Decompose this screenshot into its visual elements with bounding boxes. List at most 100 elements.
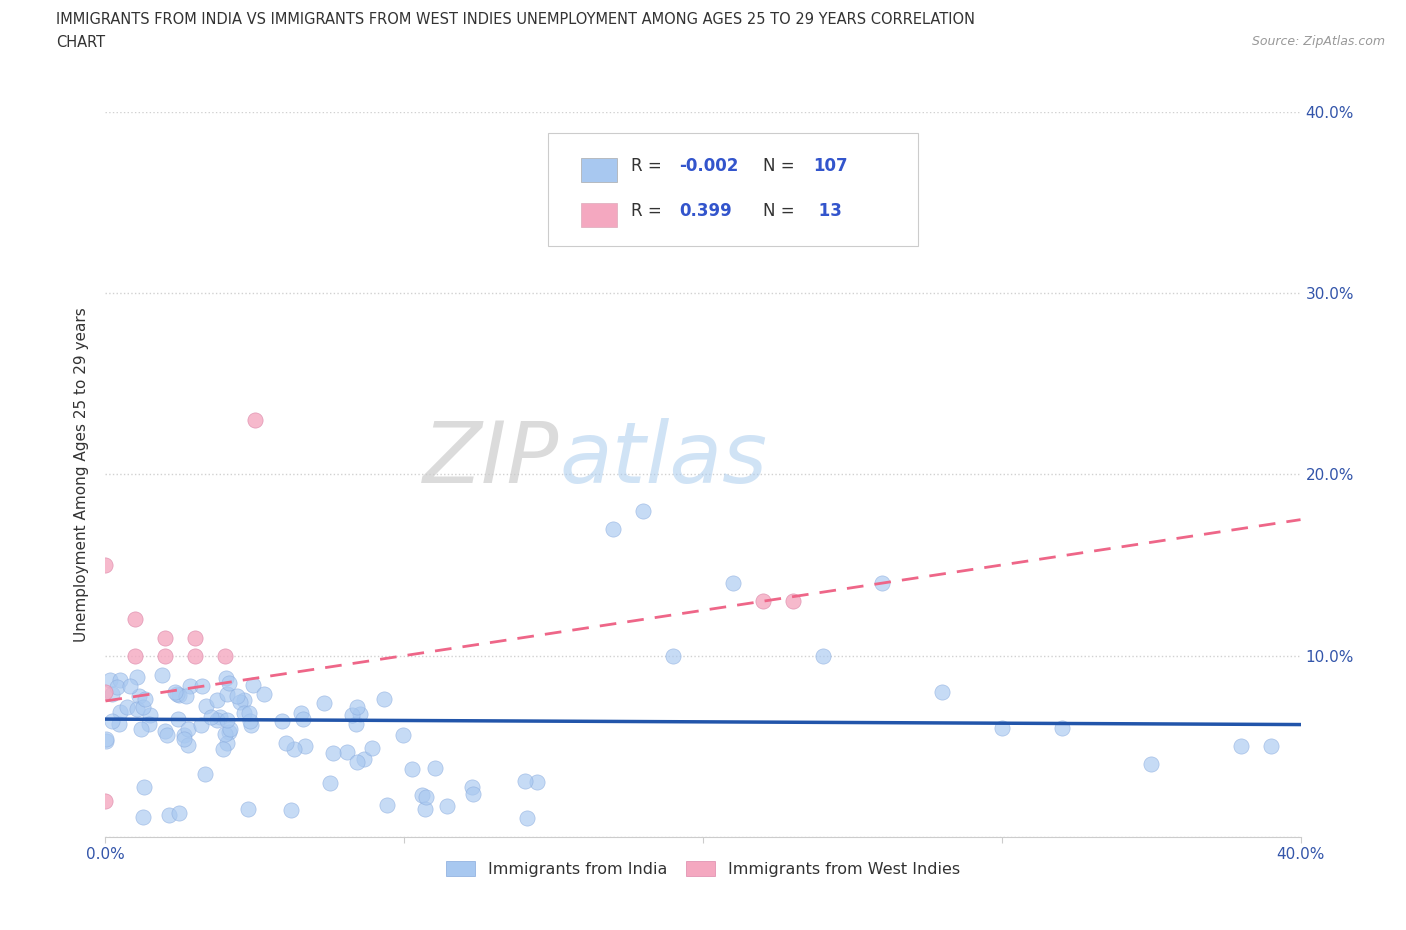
Point [662, 648, 685, 663]
Point [127, 701, 149, 716]
Point [375, 798, 398, 813]
Point [94, 684, 117, 699]
Point [312, 696, 335, 711]
Point [322, 746, 344, 761]
Point [411, 788, 433, 803]
Point [214, 648, 236, 663]
Text: atlas: atlas [560, 418, 768, 501]
Point [721, 576, 744, 591]
Text: CHART: CHART [56, 35, 105, 50]
Point [239, 718, 262, 733]
Point [150, 668, 173, 683]
Point [415, 790, 437, 804]
Point [94, 793, 117, 808]
Point [134, 692, 156, 707]
Point [931, 684, 953, 699]
Point [413, 801, 436, 816]
Text: 13: 13 [813, 202, 842, 219]
Point [461, 779, 484, 794]
Point [215, 671, 238, 685]
Point [461, 787, 484, 802]
Point [134, 779, 156, 794]
Point [217, 736, 239, 751]
Point [167, 711, 190, 726]
Point [811, 648, 834, 663]
Point [207, 712, 229, 727]
Point [125, 670, 148, 684]
Point [401, 762, 423, 777]
Point [132, 809, 155, 824]
Point [319, 775, 342, 790]
Point [98, 672, 121, 687]
Point [177, 737, 200, 752]
Point [1229, 738, 1253, 753]
Text: 107: 107 [813, 156, 848, 175]
Point [423, 761, 446, 776]
Point [129, 722, 152, 737]
Point [782, 594, 804, 609]
Point [239, 713, 262, 728]
Point [283, 741, 305, 756]
Point [167, 805, 190, 820]
Point [344, 717, 367, 732]
Point [353, 751, 375, 766]
Point [373, 692, 395, 707]
Point [392, 728, 415, 743]
Text: N =: N = [762, 156, 800, 175]
Point [156, 728, 179, 743]
Point [335, 744, 357, 759]
Point [173, 727, 195, 742]
Point [209, 710, 232, 724]
Point [233, 693, 256, 708]
Point [253, 687, 276, 702]
Point [346, 699, 368, 714]
Point [342, 708, 364, 723]
Point [349, 707, 371, 722]
Point [215, 686, 238, 701]
Point [290, 706, 312, 721]
Point [108, 717, 131, 732]
Point [108, 705, 131, 720]
Point [526, 775, 548, 790]
Point [108, 672, 131, 687]
Point [184, 631, 207, 645]
Point [212, 742, 235, 757]
Point [179, 678, 201, 693]
Point [101, 687, 124, 702]
Text: -0.002: -0.002 [679, 156, 738, 175]
Text: Source: ZipAtlas.com: Source: ZipAtlas.com [1251, 35, 1385, 48]
Point [436, 798, 458, 813]
Text: 0.399: 0.399 [679, 202, 733, 219]
Point [176, 689, 198, 704]
Point [270, 713, 292, 728]
Point [155, 648, 177, 663]
Point [346, 754, 368, 769]
Point [228, 695, 250, 710]
Point [166, 686, 188, 701]
Point [177, 721, 200, 736]
FancyBboxPatch shape [547, 133, 918, 246]
Point [100, 713, 122, 728]
Point [124, 648, 146, 663]
Point [120, 679, 142, 694]
Text: R =: R = [631, 202, 672, 219]
Bar [581, 158, 617, 181]
Point [165, 684, 187, 699]
Point [184, 648, 207, 663]
Point [105, 679, 128, 694]
Legend: Immigrants from India, Immigrants from West Indies: Immigrants from India, Immigrants from W… [440, 855, 966, 884]
Point [94, 558, 117, 573]
Point [128, 688, 150, 703]
Text: ZIP: ZIP [423, 418, 560, 501]
Point [190, 717, 212, 732]
Point [155, 631, 177, 645]
Point [139, 708, 162, 723]
Point [294, 739, 316, 754]
Point [516, 811, 538, 826]
Text: IMMIGRANTS FROM INDIA VS IMMIGRANTS FROM WEST INDIES UNEMPLOYMENT AMONG AGES 25 : IMMIGRANTS FROM INDIA VS IMMIGRANTS FROM… [56, 12, 976, 27]
Point [872, 576, 894, 591]
Point [169, 687, 191, 702]
Point [361, 740, 384, 755]
Point [218, 724, 240, 739]
Point [124, 612, 146, 627]
